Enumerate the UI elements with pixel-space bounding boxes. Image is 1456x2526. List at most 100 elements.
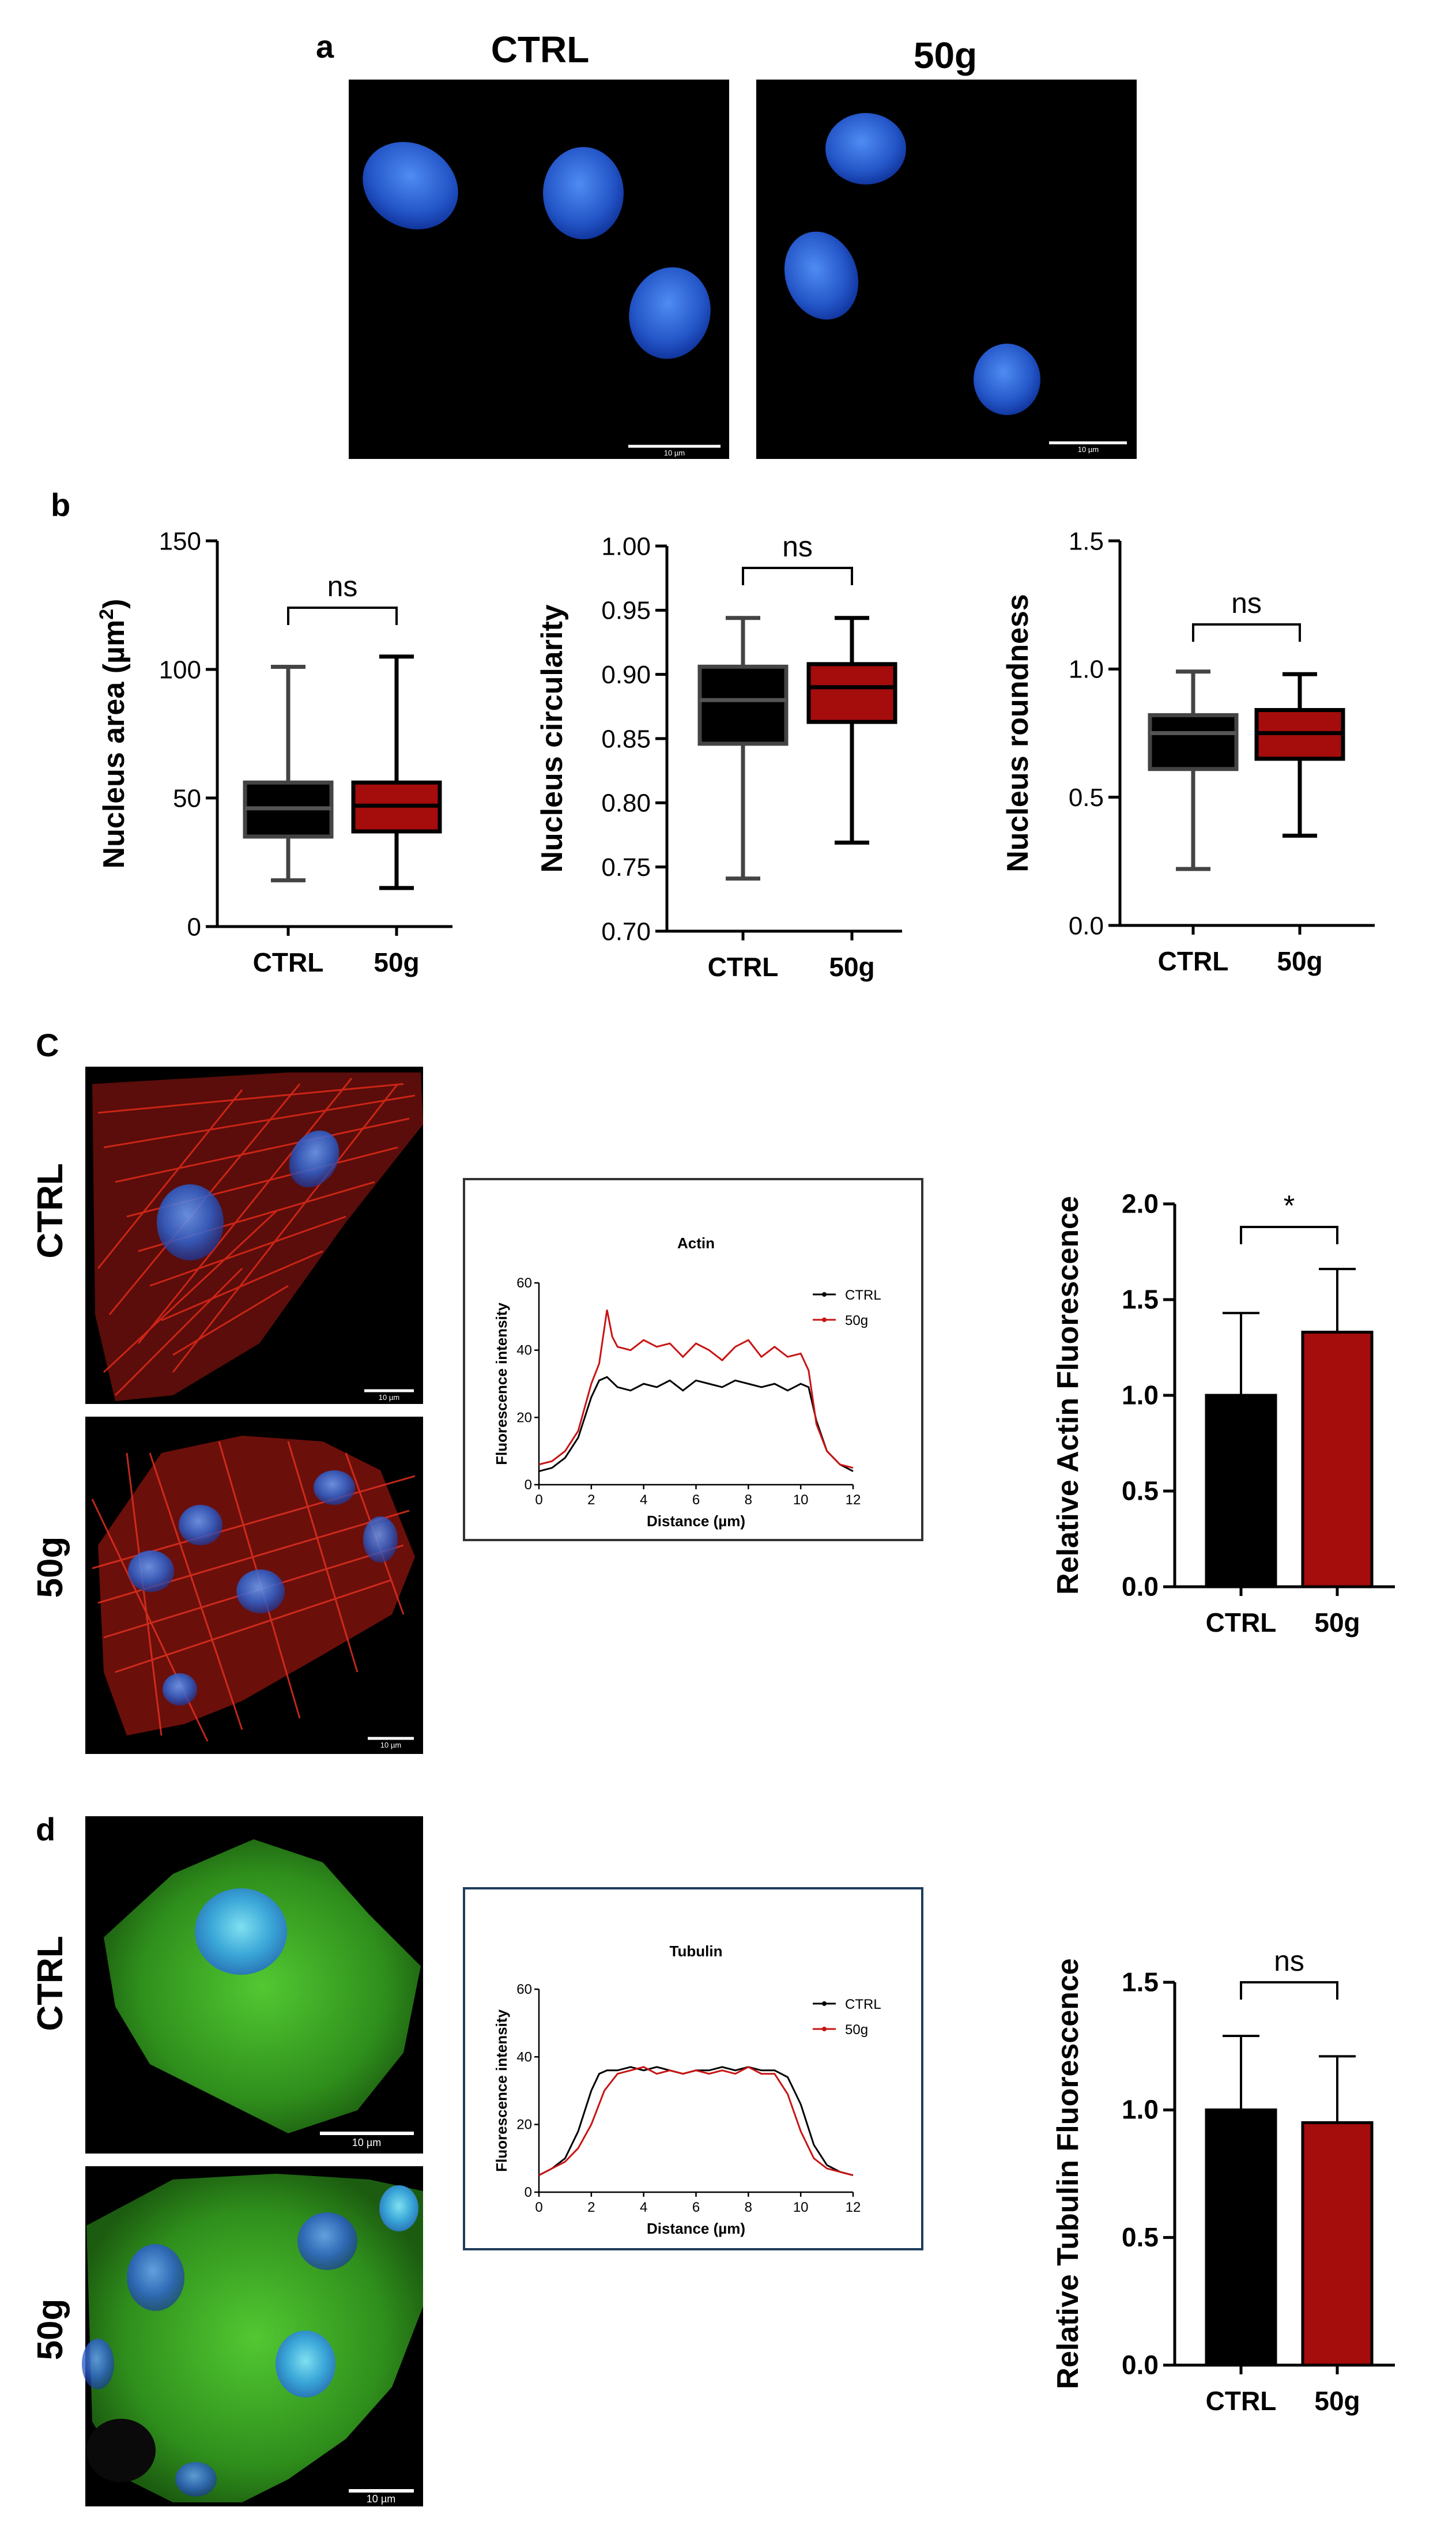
x-tick-label: CTRL [1206, 2386, 1277, 2416]
x-tick-label: CTRL [1158, 946, 1229, 976]
significance-label: * [1284, 1189, 1295, 1222]
y-tick-label: 100 [159, 656, 201, 684]
legend-label: 50g [845, 2022, 868, 2038]
micrograph-actin-50g: 10 µm [85, 1417, 423, 1754]
micrograph-tubulin-50g: 10 µm [82, 2166, 423, 2506]
series-line-ctrl [538, 1376, 854, 1473]
y-tick-label: 0.85 [601, 725, 651, 753]
chart-nucleus-circularity: 0.70 0.75 0.80 0.85 0.90 0.95 1.00 CTRL 50g ns Nuc… [535, 530, 902, 982]
y-axis-label: Relative Actin Fluorescence [1051, 1196, 1085, 1595]
x-tick-label: 6 [692, 2200, 700, 2215]
y-tick-label: 0.80 [601, 789, 651, 818]
y-tick-label: 0.95 [601, 597, 651, 625]
row-label-50g: 50g [31, 2299, 70, 2361]
y-tick-label: 0 [525, 2185, 532, 2200]
y-tick-label: 0.75 [601, 853, 651, 882]
scalebar-label: 10 µm [367, 2493, 395, 2505]
x-tick-label: 10 [793, 2200, 809, 2215]
y-tick-label: 0.70 [601, 917, 651, 946]
y-tick-label: 60 [516, 1982, 532, 1997]
y-tick-label: 1.0 [1122, 2095, 1159, 2125]
chart-title: Tubulin [670, 1943, 723, 1960]
x-tick-label: 8 [745, 2200, 752, 2215]
significance-bracket [1192, 623, 1301, 642]
y-tick-label: 0 [525, 1477, 532, 1493]
x-axis-label: Distance (µm) [647, 2220, 745, 2237]
legend-label: 50g [845, 1313, 868, 1328]
chart-frame [463, 1178, 923, 1541]
significance-bracket [1240, 1226, 1338, 1244]
x-tick-label: 2 [587, 1492, 595, 1508]
y-tick-label: 1.5 [1122, 1284, 1159, 1314]
x-tick-label: 10 [793, 1492, 809, 1508]
y-tick-label: 0.0 [1069, 912, 1104, 940]
panel-letter-a: a [316, 28, 334, 65]
legend-marker [822, 1317, 827, 1322]
y-tick-label: 0.0 [1122, 1571, 1159, 1601]
y-axis-label: Relative Tubulin Fluorescence [1051, 1958, 1085, 2389]
y-tick-label: 20 [516, 2117, 532, 2133]
legend-marker [822, 1292, 827, 1297]
y-tick-label: 0.5 [1122, 2222, 1159, 2252]
x-tick-label: 6 [692, 1492, 700, 1508]
scalebar-label: 10 µm [352, 2137, 381, 2148]
micrograph-actin-ctrl: 10 µm [85, 1067, 423, 1404]
significance-bracket [742, 567, 853, 585]
chart-title: Actin [677, 1234, 715, 1252]
y-tick-label: 60 [516, 1275, 532, 1291]
significance-label: ns [1231, 587, 1262, 619]
box [806, 662, 897, 724]
significance-label: ns [1274, 1945, 1304, 1977]
legend-label: CTRL [845, 1997, 881, 2012]
column-title-50g: 50g [914, 35, 977, 76]
bar-50g [1301, 2121, 1374, 2367]
y-axis-label: Fluorescence intensity [493, 1302, 510, 1465]
x-axis-label: Distance (µm) [647, 1512, 745, 1530]
panel-letter-c: C [36, 1027, 59, 1063]
x-tick-label: 8 [745, 1492, 752, 1508]
y-tick-label: 0.90 [601, 661, 651, 689]
y-tick-label: 40 [516, 1343, 532, 1358]
legend-label: CTRL [845, 1288, 881, 1303]
row-label-50g: 50g [31, 1537, 70, 1598]
chart-nucleus-roundness: 0.0 0.5 1.0 1.5 CTRL 50g ns Nucleus roundness [1001, 527, 1375, 976]
y-axis-label: Nucleus area (µm2) [96, 599, 131, 869]
micrograph-tubulin-ctrl: 10 µm [85, 1816, 423, 2154]
x-tick-label: 50g [1277, 946, 1322, 976]
chart-nucleus-area: 0 50 100 150 CTRL 50g ns Nucleus area (µm2) [96, 527, 452, 977]
y-axis-label: Fluorescence intensity [493, 2009, 510, 2172]
y-tick-label: 0.5 [1122, 1475, 1159, 1505]
bar-ctrl [1205, 2108, 1277, 2367]
series-line-50g [538, 2066, 854, 2177]
column-title-ctrl: CTRL [491, 29, 590, 70]
chart-frame [463, 1887, 923, 2250]
y-tick-label: 0.0 [1122, 2350, 1159, 2380]
box [697, 664, 789, 746]
y-tick-label: 1.0 [1122, 1380, 1159, 1410]
chart-tubulin-profile: Tubulin 0 20 40 60 0 2 4 6 8 10 12 Distance (µm) Fluo… [463, 1887, 923, 2250]
x-tick-label: CTRL [708, 952, 779, 982]
row-label-ctrl: CTRL [31, 1163, 70, 1258]
x-tick-label: 12 [846, 1492, 861, 1508]
x-tick-label: 12 [846, 2200, 861, 2215]
y-tick-label: 0.5 [1069, 784, 1104, 812]
x-tick-label: 0 [535, 2200, 542, 2215]
x-tick-label: 4 [640, 2200, 647, 2215]
x-tick-label: 2 [587, 2200, 595, 2215]
chart-actin-profile: Actin 0 20 40 60 0 2 4 6 8 10 12 Distance (µm) Fluore… [463, 1178, 923, 1541]
y-axis-label: Nucleus circularity [535, 604, 569, 872]
x-tick-label: 4 [640, 1492, 647, 1508]
bar-ctrl [1205, 1394, 1277, 1588]
series-line-50g [538, 1309, 854, 1469]
micrograph-nucleus-ctrl: 10 µm [349, 80, 729, 459]
scalebar-label: 10 µm [1078, 445, 1099, 454]
significance-bracket [287, 607, 398, 625]
legend-marker [822, 2027, 827, 2031]
significance-label: ns [327, 570, 358, 603]
y-tick-label: 1.5 [1069, 527, 1104, 555]
x-tick-label: 0 [535, 1492, 542, 1508]
chart-tubulin-bar: 0.0 0.5 1.0 1.5 CTRL 50g ns Relative Tubulin Fl… [1051, 1945, 1395, 2416]
box [1148, 713, 1239, 771]
y-tick-label: 1.0 [1069, 656, 1104, 684]
